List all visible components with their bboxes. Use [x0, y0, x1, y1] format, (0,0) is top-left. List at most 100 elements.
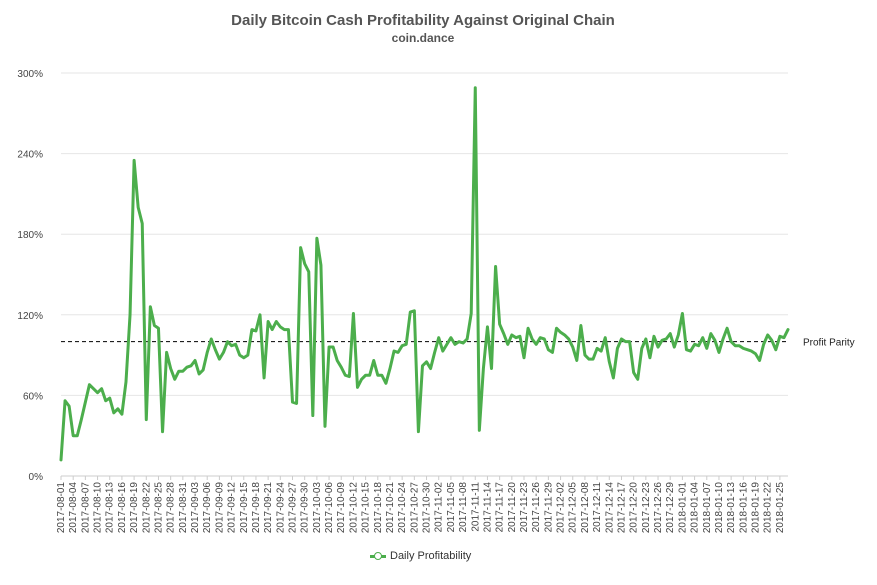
- data-point: [482, 367, 485, 370]
- gridlines: [61, 72, 788, 396]
- x-tick-label: 2017-10-18: [373, 482, 384, 534]
- data-point: [571, 346, 574, 349]
- data-point: [644, 337, 647, 340]
- data-point: [620, 337, 623, 340]
- data-point: [583, 354, 586, 357]
- data-point: [328, 346, 331, 349]
- data-point: [490, 367, 493, 370]
- x-tick-label: 2017-12-11: [592, 482, 603, 533]
- data-point: [108, 397, 111, 400]
- data-point: [202, 368, 205, 371]
- data-point: [238, 354, 241, 357]
- x-tick-label: 2017-11-02: [434, 482, 445, 533]
- data-point: [782, 336, 785, 339]
- data-point: [742, 347, 745, 350]
- x-tick-label: 2018-01-25: [775, 482, 786, 534]
- data-point: [608, 360, 611, 363]
- x-tick-label: 2017-08-01: [56, 482, 67, 534]
- data-point: [661, 339, 664, 342]
- x-tick-label: 2017-08-16: [117, 482, 128, 534]
- data-point: [665, 337, 668, 340]
- data-point: [177, 370, 180, 373]
- x-tick-label: 2017-09-18: [251, 482, 262, 534]
- x-tick-label: 2017-08-28: [166, 482, 177, 534]
- data-point: [315, 237, 318, 240]
- data-point: [681, 312, 684, 315]
- x-tick-label: 2018-01-10: [714, 482, 725, 534]
- data-point: [466, 337, 469, 340]
- data-point: [616, 347, 619, 350]
- x-tick-label: 2017-12-05: [568, 482, 579, 534]
- data-point: [336, 359, 339, 362]
- x-tick-label: 2017-11-23: [519, 482, 530, 533]
- data-point: [766, 333, 769, 336]
- data-point: [543, 337, 546, 340]
- x-tick-label: 2017-11-14: [482, 482, 493, 533]
- data-point: [778, 335, 781, 338]
- data-point: [230, 344, 233, 347]
- data-point: [360, 378, 363, 381]
- data-point: [429, 367, 432, 370]
- y-tick-label: 180%: [17, 230, 43, 241]
- data-point: [433, 351, 436, 354]
- data-point: [701, 336, 704, 339]
- data-point: [60, 458, 63, 461]
- y-tick-label: 240%: [17, 150, 43, 161]
- data-point: [685, 348, 688, 351]
- data-point: [758, 359, 761, 362]
- chart-legend[interactable]: Daily Profitability: [370, 550, 471, 562]
- data-point: [628, 340, 631, 343]
- data-point: [388, 367, 391, 370]
- y-tick-label: 0%: [29, 472, 44, 483]
- data-point: [169, 367, 172, 370]
- data-point: [76, 434, 79, 437]
- data-point: [291, 401, 294, 404]
- data-point: [100, 387, 103, 390]
- data-point: [352, 312, 355, 315]
- legend-label: Daily Profitability: [390, 550, 472, 562]
- data-point: [458, 340, 461, 343]
- data-point: [129, 313, 132, 316]
- data-point: [555, 327, 558, 330]
- data-point: [344, 374, 347, 377]
- data-point: [474, 86, 477, 89]
- data-point: [161, 430, 164, 433]
- data-point: [356, 386, 359, 389]
- data-point: [397, 351, 400, 354]
- data-point: [279, 325, 282, 328]
- data-point: [510, 333, 513, 336]
- data-point: [632, 371, 635, 374]
- data-point: [323, 425, 326, 428]
- data-point: [88, 383, 91, 386]
- data-point: [137, 206, 140, 209]
- data-point: [348, 375, 351, 378]
- x-tick-label: 2018-01-01: [677, 482, 688, 534]
- data-point: [587, 358, 590, 361]
- data-point: [726, 327, 729, 330]
- x-tick-label: 2017-11-05: [446, 482, 457, 533]
- data-point: [189, 364, 192, 367]
- data-point: [722, 337, 725, 340]
- x-tick-label: 2017-09-27: [288, 482, 299, 534]
- data-point: [527, 327, 530, 330]
- data-point: [254, 329, 257, 332]
- data-point: [104, 399, 107, 402]
- data-point: [120, 413, 123, 416]
- x-tick-label: 2017-10-27: [409, 482, 420, 534]
- data-point: [652, 335, 655, 338]
- x-tick-label: 2017-09-03: [190, 482, 201, 534]
- data-point: [417, 430, 420, 433]
- x-tick-label: 2017-08-10: [93, 482, 104, 534]
- data-point: [250, 328, 253, 331]
- data-point: [124, 380, 127, 383]
- data-point: [559, 331, 562, 334]
- data-point: [750, 350, 753, 353]
- y-tick-label: 60%: [23, 391, 43, 402]
- data-point: [563, 333, 566, 336]
- x-tick-label: 2017-08-31: [178, 482, 189, 534]
- data-point: [551, 351, 554, 354]
- data-point: [478, 429, 481, 432]
- data-point: [518, 335, 521, 338]
- data-point: [226, 340, 229, 343]
- data-point: [470, 312, 473, 315]
